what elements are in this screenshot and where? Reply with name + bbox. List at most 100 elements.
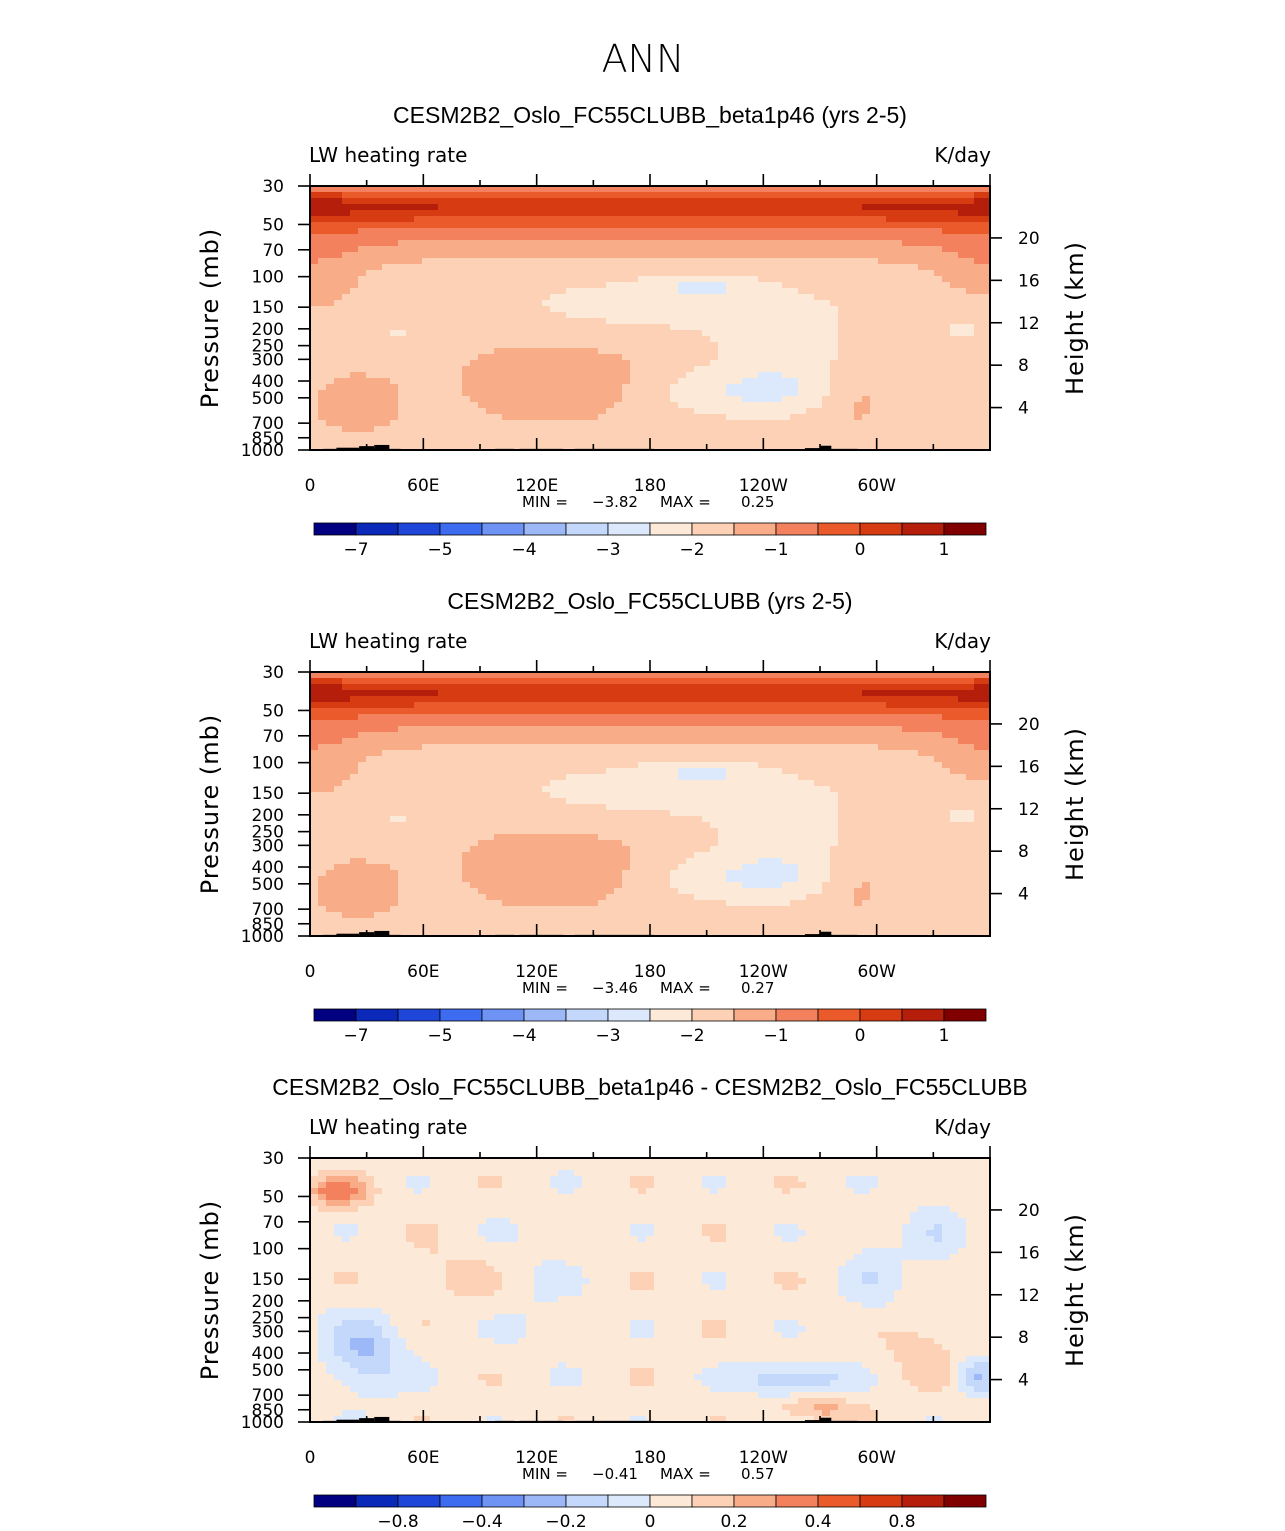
contour-cell [862, 234, 871, 241]
contour-cell [366, 702, 375, 709]
contour-cell [806, 324, 815, 331]
contour-cell [510, 354, 519, 361]
contour-cell [958, 240, 967, 247]
contour-cell [502, 240, 511, 247]
contour-cell [462, 318, 471, 325]
contour-cell [910, 360, 919, 367]
contour-cell [550, 702, 559, 709]
contour-cell [598, 672, 607, 679]
contour-cell [550, 294, 559, 301]
contour-cell [838, 192, 847, 199]
contour-cell [790, 282, 799, 289]
contour-cell [870, 216, 879, 223]
contour-cell [918, 240, 927, 247]
contour-cell [382, 678, 391, 685]
contour-cell [910, 672, 919, 679]
contour-cell [846, 252, 855, 259]
contour-cell [462, 306, 471, 313]
contour-cell [638, 708, 647, 715]
contour-cell [366, 222, 375, 229]
contour-cell [918, 726, 927, 733]
contour-cell [606, 672, 615, 679]
contour-cell [654, 744, 663, 751]
contour-cell [470, 390, 479, 397]
contour-cell [734, 330, 743, 337]
contour-cell [854, 198, 863, 205]
contour-cell [958, 186, 967, 193]
contour-cell [358, 732, 367, 739]
contour-cell [438, 276, 447, 283]
contour-cell [622, 414, 631, 421]
contour-cell [318, 234, 327, 241]
contour-cell [310, 360, 319, 367]
contour-cell [662, 282, 671, 289]
contour-cell [358, 186, 367, 193]
contour-cell [550, 678, 559, 685]
contour-cell [758, 252, 767, 259]
contour-cell [870, 738, 879, 745]
contour-cell [526, 708, 535, 715]
contour-cell [822, 738, 831, 745]
contour-cell [646, 186, 655, 193]
contour-cell [638, 366, 647, 373]
contour-cell [942, 258, 951, 265]
contour-cell [446, 738, 455, 745]
contour-cell [742, 738, 751, 745]
contour-cell [598, 366, 607, 373]
contour-cell [678, 318, 687, 325]
contour-cell [894, 726, 903, 733]
contour-cell [814, 228, 823, 235]
contour-cell [582, 720, 591, 727]
contour-cell [902, 306, 911, 313]
contour-cell [790, 348, 799, 355]
contour-cell [958, 258, 967, 265]
contour-cell [638, 282, 647, 289]
contour-cell [398, 372, 407, 379]
contour-cell [470, 348, 479, 355]
contour-cell [310, 234, 319, 241]
contour-cell [326, 696, 335, 703]
contour-cell [326, 216, 335, 223]
contour-cell [894, 408, 903, 415]
contour-cell [366, 192, 375, 199]
contour-cell [734, 684, 743, 691]
contour-cell [630, 210, 639, 217]
contour-cell [790, 690, 799, 697]
contour-cell [678, 294, 687, 301]
contour-cell [454, 414, 463, 421]
contour-cell [510, 234, 519, 241]
contour-cell [358, 414, 367, 421]
contour-cell [790, 222, 799, 229]
contour-cell [862, 708, 871, 715]
contour-cell [830, 336, 839, 343]
pressure-tick-label: 50 [262, 215, 284, 235]
contour-cell [846, 384, 855, 391]
contour-cell [662, 192, 671, 199]
contour-cell [398, 258, 407, 265]
contour-cell [982, 300, 991, 307]
contour-cell [694, 240, 703, 247]
contour-cell [310, 408, 319, 415]
contour-cell [718, 228, 727, 235]
contour-cell [886, 288, 895, 295]
contour-cell [446, 282, 455, 289]
contour-cell [798, 354, 807, 361]
contour-cell [702, 396, 711, 403]
contour-cell [478, 678, 487, 685]
contour-cell [678, 198, 687, 205]
contour-cell [974, 342, 983, 349]
contour-cell [686, 720, 695, 727]
contour-cell [582, 276, 591, 283]
contour-cell [894, 396, 903, 403]
contour-cell [966, 324, 975, 331]
contour-cell [558, 210, 567, 217]
contour-cell [646, 354, 655, 361]
contour-cell [926, 294, 935, 301]
contour-cell [406, 354, 415, 361]
contour-cell [702, 270, 711, 277]
contour-cell [598, 714, 607, 721]
contour-cell [454, 390, 463, 397]
contour-cell [518, 288, 527, 295]
contour-cell [622, 732, 631, 739]
contour-cell [406, 714, 415, 721]
